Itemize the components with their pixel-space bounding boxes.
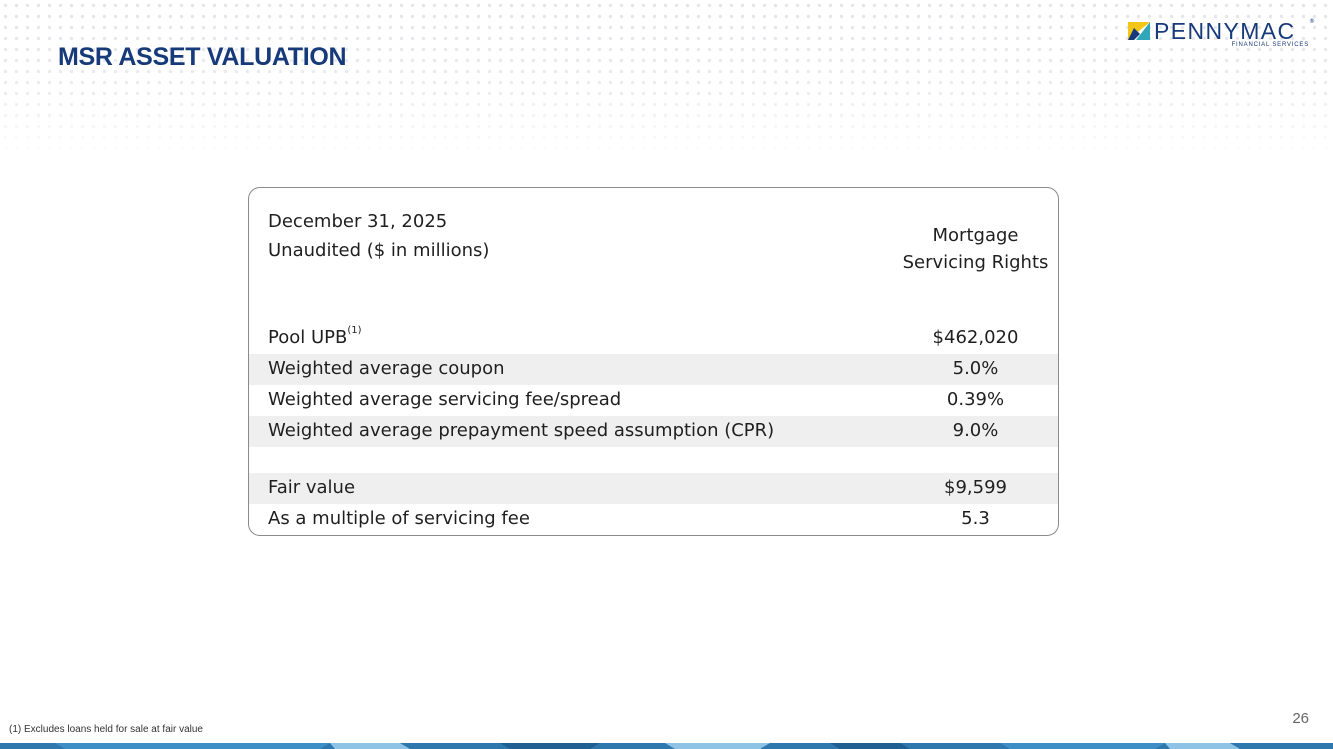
column-header-msr: Mortgage Servicing Rights: [895, 222, 1056, 276]
table-date: December 31, 2025: [268, 211, 448, 232]
footnote: (1) Excludes loans held for sale at fair…: [9, 724, 203, 735]
table-row-prepayment-speed: Weighted average prepayment speed assump…: [249, 416, 1058, 447]
row-label: Weighted average coupon: [268, 358, 505, 379]
pennymac-logo: PENNYMAC ® FINANCIAL SERVICES: [1121, 18, 1315, 52]
row-value: 0.39%: [946, 389, 1005, 410]
row-value: 5.0%: [952, 358, 999, 379]
column-header-line2: Servicing Rights: [902, 252, 1049, 273]
table-row-coupon: Weighted average coupon 5.0%: [249, 354, 1058, 385]
row-label: Fair value: [268, 477, 356, 498]
logo-mark-icon: [1128, 22, 1150, 40]
row-value: $462,020: [932, 327, 1019, 348]
msr-valuation-table: December 31, 2025 Unaudited ($ in millio…: [248, 187, 1059, 536]
page-number: 26: [1292, 710, 1309, 727]
logo-trademark: ®: [1309, 18, 1315, 25]
table-header-left: December 31, 2025 Unaudited ($ in millio…: [268, 207, 489, 265]
row-value: $9,599: [944, 477, 1007, 498]
row-value: 9.0%: [952, 420, 999, 441]
row-label: Weighted average prepayment speed assump…: [268, 420, 775, 441]
row-value: 5.3: [961, 508, 990, 529]
row-label: Pool UPB(1): [268, 325, 362, 348]
footnote-ref: (1): [347, 325, 362, 336]
row-label: As a multiple of servicing fee: [268, 508, 530, 529]
logo-subtitle: FINANCIAL SERVICES: [1231, 42, 1309, 48]
decorative-bottom-bar: [0, 743, 1333, 749]
table-row-servicing-fee: Weighted average servicing fee/spread 0.…: [249, 385, 1058, 416]
logo-name: PENNYMAC: [1154, 18, 1296, 44]
column-header-line1: Mortgage: [932, 225, 1019, 246]
row-label: Weighted average servicing fee/spread: [268, 389, 622, 410]
table-unit-note: Unaudited ($ in millions): [268, 240, 490, 261]
table-row-pool-upb: Pool UPB(1) $462,020: [249, 323, 1058, 354]
page-title: MSR ASSET VALUATION: [58, 43, 347, 71]
dot-pattern-background: [0, 0, 1333, 160]
table-row-fair-value: Fair value $9,599: [249, 473, 1058, 504]
table-row-multiple: As a multiple of servicing fee 5.3: [249, 504, 1058, 535]
